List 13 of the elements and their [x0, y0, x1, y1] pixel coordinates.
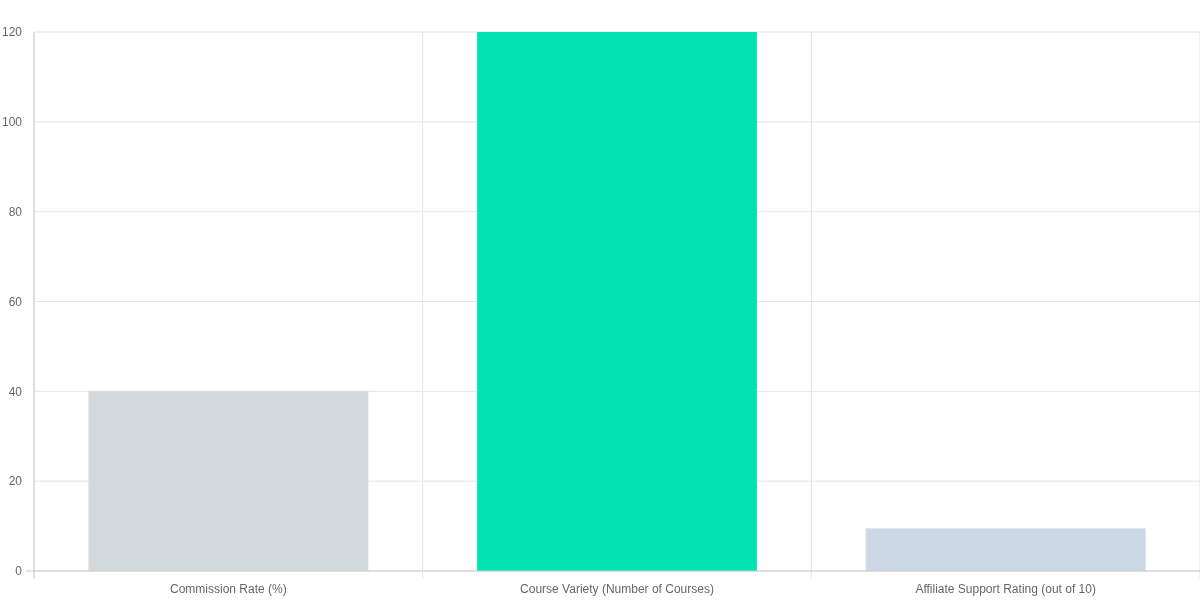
y-tick-label: 0 [15, 564, 23, 579]
y-tick-label: 80 [8, 204, 23, 219]
y-tick-label: 100 [1, 115, 23, 130]
bar [865, 528, 1146, 571]
y-tick-label: 20 [8, 474, 23, 489]
y-tick-label: 120 [1, 25, 23, 40]
x-tick-label: Commission Rate (%) [169, 582, 287, 596]
bar [88, 391, 369, 571]
x-tick-label: Affiliate Support Rating (out of 10) [915, 582, 1096, 596]
y-tick-label: 40 [8, 384, 23, 399]
y-tick-label: 60 [8, 294, 23, 309]
bar [477, 32, 757, 571]
x-tick-label: Course Variety (Number of Courses) [520, 582, 714, 596]
